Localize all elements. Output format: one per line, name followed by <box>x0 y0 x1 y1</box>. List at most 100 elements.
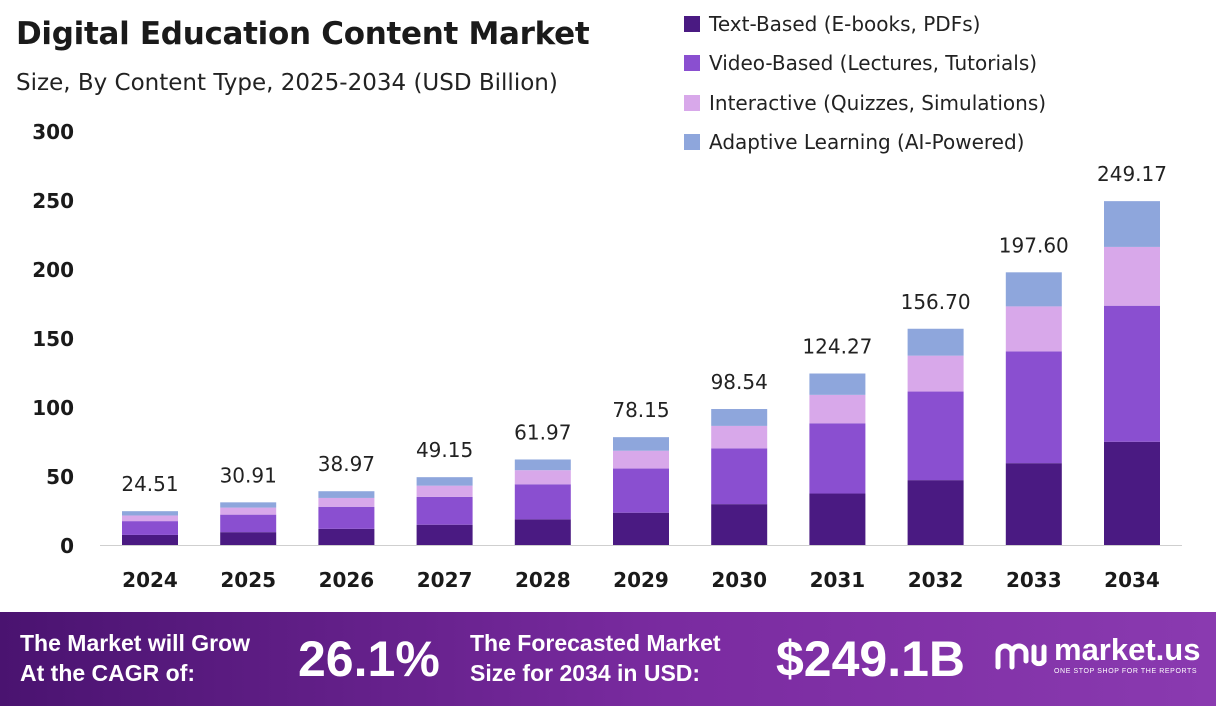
bar-segment-3 <box>514 470 571 485</box>
forecast-label: The Forecasted Market Size for 2034 in U… <box>470 628 721 688</box>
bar-segment-1 <box>220 532 277 545</box>
bar-segment-2 <box>613 468 669 513</box>
bar-segment-2 <box>318 506 375 529</box>
bar-total-label: 249.17 <box>1097 162 1167 186</box>
legend-label: Adaptive Learning (AI-Powered) <box>709 130 1025 155</box>
forecast-label-line1: The Forecasted Market <box>470 630 721 656</box>
market-us-logo-icon <box>995 643 1047 669</box>
bar-total-label: 24.51 <box>121 472 178 496</box>
legend-item-text-based: Text-Based (E-books, PDFs) <box>684 4 1046 44</box>
x-tick-label: 2034 <box>1104 568 1160 592</box>
legend-swatch <box>684 15 700 32</box>
forecast-label-line2: Size for 2034 in USD: <box>470 660 701 686</box>
bar-segment-4 <box>514 459 571 471</box>
brand-tagline: ONE STOP SHOP FOR THE REPORTS <box>1054 668 1198 675</box>
forecast-value: $249.1B <box>776 631 966 687</box>
chart-title: Digital Education Content Market <box>16 16 590 52</box>
x-tick-label: 2025 <box>220 568 276 592</box>
bar-segment-1 <box>416 524 473 545</box>
legend-swatch <box>684 134 700 151</box>
x-tick-label: 2030 <box>711 568 767 592</box>
bar-segment-2 <box>907 391 964 481</box>
bar-segment-4 <box>907 328 964 356</box>
stacked-bar-chart: 0 50 100 150 200 250 300 24.51 2024 30.91 2025 38.9… <box>32 120 1182 592</box>
bar-segment-3 <box>907 355 964 392</box>
bar-segment-3 <box>1005 306 1062 352</box>
y-tick-label: 150 <box>32 327 74 351</box>
legend-label: Interactive (Quizzes, Simulations) <box>709 90 1047 115</box>
brand: market.us ONE STOP SHOP FOR THE REPORTS <box>992 634 1200 675</box>
bar-segment-3 <box>318 497 375 507</box>
legend-item-adaptive-learning: Adaptive Learning (AI-Powered) <box>684 123 1046 163</box>
legend-swatch <box>684 55 700 72</box>
bar-segment-2 <box>1104 305 1160 442</box>
legend-swatch <box>684 94 700 111</box>
chart-legend: Text-Based (E-books, PDFs) Video-Based (… <box>684 4 1046 162</box>
cagr-label: The Market will Grow At the CAGR of: <box>20 628 250 688</box>
bar-segment-4 <box>711 409 768 426</box>
bar-total-label: 30.91 <box>220 463 277 487</box>
bar-segment-2 <box>711 448 768 505</box>
bar-segment-2 <box>1005 351 1062 464</box>
bar-segment-2 <box>809 423 866 494</box>
bar-segment-2 <box>220 514 277 533</box>
bar-total-label: 38.97 <box>318 452 375 476</box>
bar-total-label: 197.60 <box>999 233 1069 257</box>
bar-segment-4 <box>318 491 375 498</box>
bar-segment-1 <box>1005 463 1062 545</box>
y-tick-label: 100 <box>32 396 74 420</box>
bar-segment-4 <box>220 502 277 508</box>
bar-segment-2 <box>514 484 571 520</box>
x-tick-label: 2027 <box>417 568 473 592</box>
bar-segment-4 <box>613 437 669 451</box>
bar-segment-4 <box>1104 201 1160 247</box>
bar-segment-3 <box>416 485 473 497</box>
x-tick-label: 2033 <box>1006 568 1062 592</box>
y-tick-label: 0 <box>60 534 74 558</box>
bar-segment-1 <box>907 480 964 545</box>
legend-label: Text-Based (E-books, PDFs) <box>709 11 981 36</box>
bar-segment-1 <box>711 504 768 545</box>
bar-segment-3 <box>122 515 178 522</box>
bar-total-label: 156.70 <box>901 290 971 314</box>
x-tick-label: 2026 <box>319 568 375 592</box>
bar-segment-1 <box>318 528 375 545</box>
legend-item-interactive: Interactive (Quizzes, Simulations) <box>684 83 1046 123</box>
bar-total-label: 49.15 <box>416 438 473 462</box>
y-tick-label: 50 <box>46 465 74 489</box>
bar-segment-3 <box>220 507 277 515</box>
bar-segment-2 <box>122 521 178 535</box>
brand-text: market.us ONE STOP SHOP FOR THE REPORTS <box>1054 632 1201 676</box>
bar-segment-1 <box>809 493 866 545</box>
bar-segment-3 <box>613 450 669 469</box>
bar-segment-1 <box>613 512 669 545</box>
bar-segment-3 <box>711 425 768 449</box>
legend-label: Video-Based (Lectures, Tutorials) <box>709 51 1038 76</box>
bar-segment-4 <box>1005 272 1062 307</box>
bar-total-label: 61.97 <box>514 420 571 444</box>
chart-subtitle: Size, By Content Type, 2025-2034 (USD Bi… <box>16 70 558 96</box>
x-tick-label: 2024 <box>122 568 178 592</box>
x-tick-label: 2032 <box>908 568 964 592</box>
brand-name: market.us <box>1054 632 1201 667</box>
bar-segment-4 <box>809 373 866 395</box>
x-tick-label: 2028 <box>515 568 571 592</box>
bar-total-label: 98.54 <box>711 370 768 394</box>
footer-banner: The Market will Grow At the CAGR of: 26.… <box>0 612 1216 706</box>
cagr-label-line1: The Market will Grow <box>20 630 251 656</box>
bar-segment-4 <box>122 511 178 516</box>
y-tick-label: 200 <box>32 258 74 282</box>
bar-segment-3 <box>1104 246 1160 306</box>
bar-total-label: 78.15 <box>612 398 669 422</box>
cagr-value: 26.1% <box>298 631 440 687</box>
x-tick-label: 2031 <box>810 568 866 592</box>
x-tick-label: 2029 <box>613 568 669 592</box>
cagr-label-line2: At the CAGR of: <box>20 660 196 686</box>
bar-segment-1 <box>122 534 178 545</box>
bar-segment-2 <box>416 496 473 525</box>
bar-segment-1 <box>1104 441 1160 545</box>
legend-item-video-based: Video-Based (Lectures, Tutorials) <box>684 44 1046 84</box>
bar-segment-4 <box>416 477 473 486</box>
bar-segment-3 <box>809 394 866 424</box>
bar-total-label: 124.27 <box>802 335 872 359</box>
